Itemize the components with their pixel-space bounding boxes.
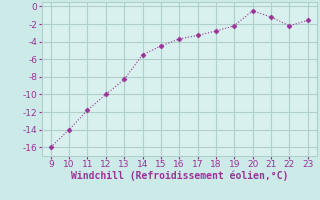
X-axis label: Windchill (Refroidissement éolien,°C): Windchill (Refroidissement éolien,°C) <box>70 171 288 181</box>
